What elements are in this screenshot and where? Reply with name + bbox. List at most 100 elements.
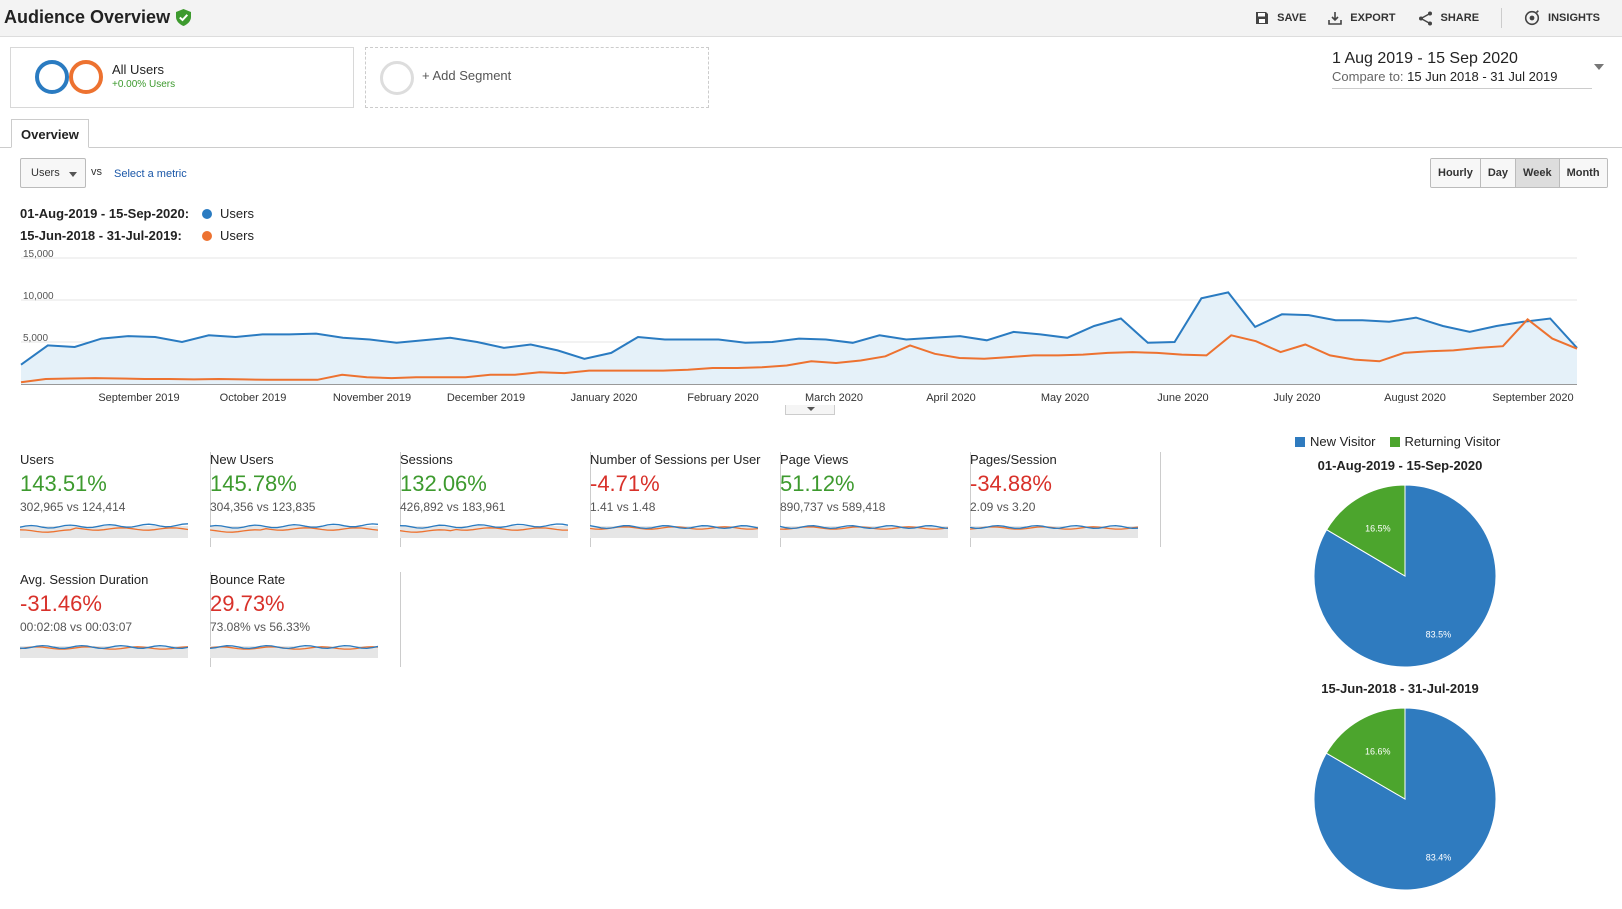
sparkline-current bbox=[210, 644, 378, 650]
sparkline-current bbox=[780, 525, 948, 530]
metric-title: Pages/Session bbox=[970, 452, 1057, 467]
metric-dropdown-value: Users bbox=[31, 167, 60, 179]
date-range-picker[interactable]: 1 Aug 2019 - 15 Sep 2020 Compare to: 15 … bbox=[1332, 50, 1604, 89]
legend-previous-name: Users bbox=[220, 228, 254, 243]
metric-values: 890,737 vs 589,418 bbox=[780, 500, 886, 514]
metric-card[interactable]: Number of Sessions per User -4.71% 1.41 vs… bbox=[590, 452, 781, 547]
metric-sparkline bbox=[590, 525, 758, 538]
granularity-day[interactable]: Day bbox=[1480, 159, 1517, 187]
metric-values: 73.08% vs 56.33% bbox=[210, 620, 311, 634]
metric-change: 29.73% bbox=[210, 591, 285, 616]
users-line-chart: 15,000 10,000 5,000 September 2019 October 2… bbox=[20, 249, 1578, 403]
returning-visitor-swatch bbox=[1389, 437, 1400, 447]
pie-title-previous: 15-Jun-2018 - 31-Jul-2019 bbox=[1321, 681, 1479, 696]
granularity-week[interactable]: Week bbox=[1516, 159, 1560, 187]
segment-all-users[interactable]: All Users +0.00% Users bbox=[10, 47, 354, 108]
export-button[interactable]: EXPORT bbox=[1328, 11, 1396, 25]
share-icon bbox=[1418, 11, 1432, 25]
legend-previous-range: 15-Jun-2018 - 31-Jul-2019: bbox=[20, 228, 182, 243]
compare-label: Compare to: bbox=[1332, 69, 1404, 84]
metric-change: -4.71% bbox=[590, 471, 660, 496]
metric-sparkline bbox=[20, 523, 188, 538]
legend-current: 01-Aug-2019 - 15-Sep-2020: Users bbox=[20, 206, 254, 221]
segment-ring-blue-icon bbox=[35, 60, 69, 94]
series-line-current bbox=[20, 291, 1578, 366]
metric-sparkline bbox=[210, 523, 378, 538]
pie-chart-current: 83.5% 16.5% bbox=[1313, 484, 1497, 668]
pie-title-current: 01-Aug-2019 - 15-Sep-2020 bbox=[1317, 458, 1483, 473]
export-label: EXPORT bbox=[1350, 12, 1396, 24]
metric-sparkline bbox=[210, 644, 378, 658]
pie-slice-returning-visitor bbox=[1325, 484, 1406, 577]
x-tick-label: September 2019 bbox=[98, 392, 179, 403]
sparkline-bg bbox=[210, 526, 378, 538]
page-title-wrap: Audience Overview bbox=[4, 7, 192, 28]
granularity-toggle: Hourly Day Week Month bbox=[1430, 158, 1608, 188]
x-tick-label: August 2020 bbox=[1384, 392, 1446, 403]
sparkline-bg bbox=[780, 526, 948, 538]
pie-slice-label: 16.5% bbox=[1365, 524, 1391, 534]
sparkline-bg bbox=[20, 526, 188, 538]
insights-icon bbox=[1524, 10, 1540, 26]
metric-change: 51.12% bbox=[780, 471, 855, 496]
metric-card[interactable]: Pages/Session -34.88% 2.09 vs 3.20 bbox=[970, 452, 1161, 547]
y-tick-label: 5,000 bbox=[23, 333, 48, 344]
date-range-compare: Compare to: 15 Jun 2018 - 31 Jul 2019 bbox=[1332, 69, 1592, 84]
insights-label: INSIGHTS bbox=[1548, 12, 1600, 24]
x-tick-label: February 2020 bbox=[687, 392, 759, 403]
metric-values: 426,892 vs 183,961 bbox=[400, 500, 506, 514]
granularity-month[interactable]: Month bbox=[1559, 159, 1607, 187]
sparkline-previous bbox=[210, 527, 378, 533]
legend-previous-dot bbox=[202, 230, 212, 241]
verified-shield-icon bbox=[176, 9, 192, 26]
pie-slice-returning-visitor bbox=[1325, 707, 1406, 800]
legend-previous: 15-Jun-2018 - 31-Jul-2019: Users bbox=[20, 228, 254, 243]
new-visitor-swatch bbox=[1295, 437, 1305, 447]
sparkline-previous bbox=[210, 646, 378, 650]
x-tick-label: September 2020 bbox=[1492, 392, 1573, 403]
metric-card[interactable]: New Users 145.78% 304,356 vs 123,835 bbox=[210, 452, 401, 547]
metric-values: 302,965 vs 124,414 bbox=[20, 500, 126, 514]
metric-card[interactable]: Page Views 51.12% 890,737 vs 589,418 bbox=[780, 452, 971, 547]
share-button[interactable]: SHARE bbox=[1418, 11, 1480, 26]
pie-legend-returning: Returning Visitor bbox=[1389, 434, 1500, 449]
select-metric-link[interactable]: Select a metric bbox=[114, 168, 187, 180]
x-tick-label: July 2020 bbox=[1273, 392, 1320, 403]
insights-button[interactable]: INSIGHTS bbox=[1524, 10, 1600, 26]
metric-values: 1.41 vs 1.48 bbox=[590, 500, 656, 514]
chart-collapse-toggle[interactable] bbox=[785, 405, 835, 415]
metric-dropdown[interactable]: Users bbox=[20, 158, 86, 188]
tab-overview[interactable]: Overview bbox=[11, 119, 89, 148]
sparkline-current bbox=[20, 523, 188, 529]
vs-label: vs bbox=[91, 166, 102, 178]
compare-value: 15 Jun 2018 - 31 Jul 2019 bbox=[1407, 69, 1558, 84]
sparkline-current bbox=[400, 523, 568, 529]
segment-ring-orange-icon bbox=[69, 60, 103, 94]
sparkline-previous bbox=[20, 527, 188, 533]
chevron-down-icon bbox=[807, 407, 815, 411]
metric-title: New Users bbox=[210, 452, 274, 467]
x-tick-label: October 2019 bbox=[220, 392, 287, 403]
metric-card[interactable]: Users 143.51% 302,965 vs 124,414 bbox=[20, 452, 211, 547]
metric-sparkline bbox=[20, 644, 188, 658]
metric-card[interactable]: Sessions 132.06% 426,892 vs 183,961 bbox=[400, 452, 591, 547]
metric-change: 143.51% bbox=[20, 471, 107, 496]
granularity-hourly[interactable]: Hourly bbox=[1431, 159, 1481, 187]
metric-title: Bounce Rate bbox=[210, 572, 286, 587]
metric-change: 132.06% bbox=[400, 471, 487, 496]
share-label: SHARE bbox=[1440, 12, 1480, 24]
series-line-previous bbox=[20, 317, 1578, 384]
save-label: SAVE bbox=[1277, 12, 1307, 24]
metric-card[interactable]: Bounce Rate 29.73% 73.08% vs 56.33% bbox=[210, 572, 401, 667]
add-segment-button[interactable]: + Add Segment bbox=[365, 47, 709, 108]
x-tick-label: January 2020 bbox=[571, 392, 638, 403]
sparkline-current bbox=[20, 644, 188, 649]
x-tick-label: December 2019 bbox=[447, 392, 525, 403]
save-button[interactable]: SAVE bbox=[1255, 11, 1306, 25]
pie-slice-new-visitor bbox=[1313, 484, 1497, 668]
save-icon bbox=[1256, 12, 1269, 24]
metric-card[interactable]: Avg. Session Duration -31.46% 00:02:08 vs … bbox=[20, 572, 211, 667]
pie-slice-label: 16.6% bbox=[1365, 747, 1391, 757]
pie-legend: New Visitor Returning Visitor bbox=[1295, 434, 1500, 449]
legend-current-name: Users bbox=[220, 206, 254, 221]
